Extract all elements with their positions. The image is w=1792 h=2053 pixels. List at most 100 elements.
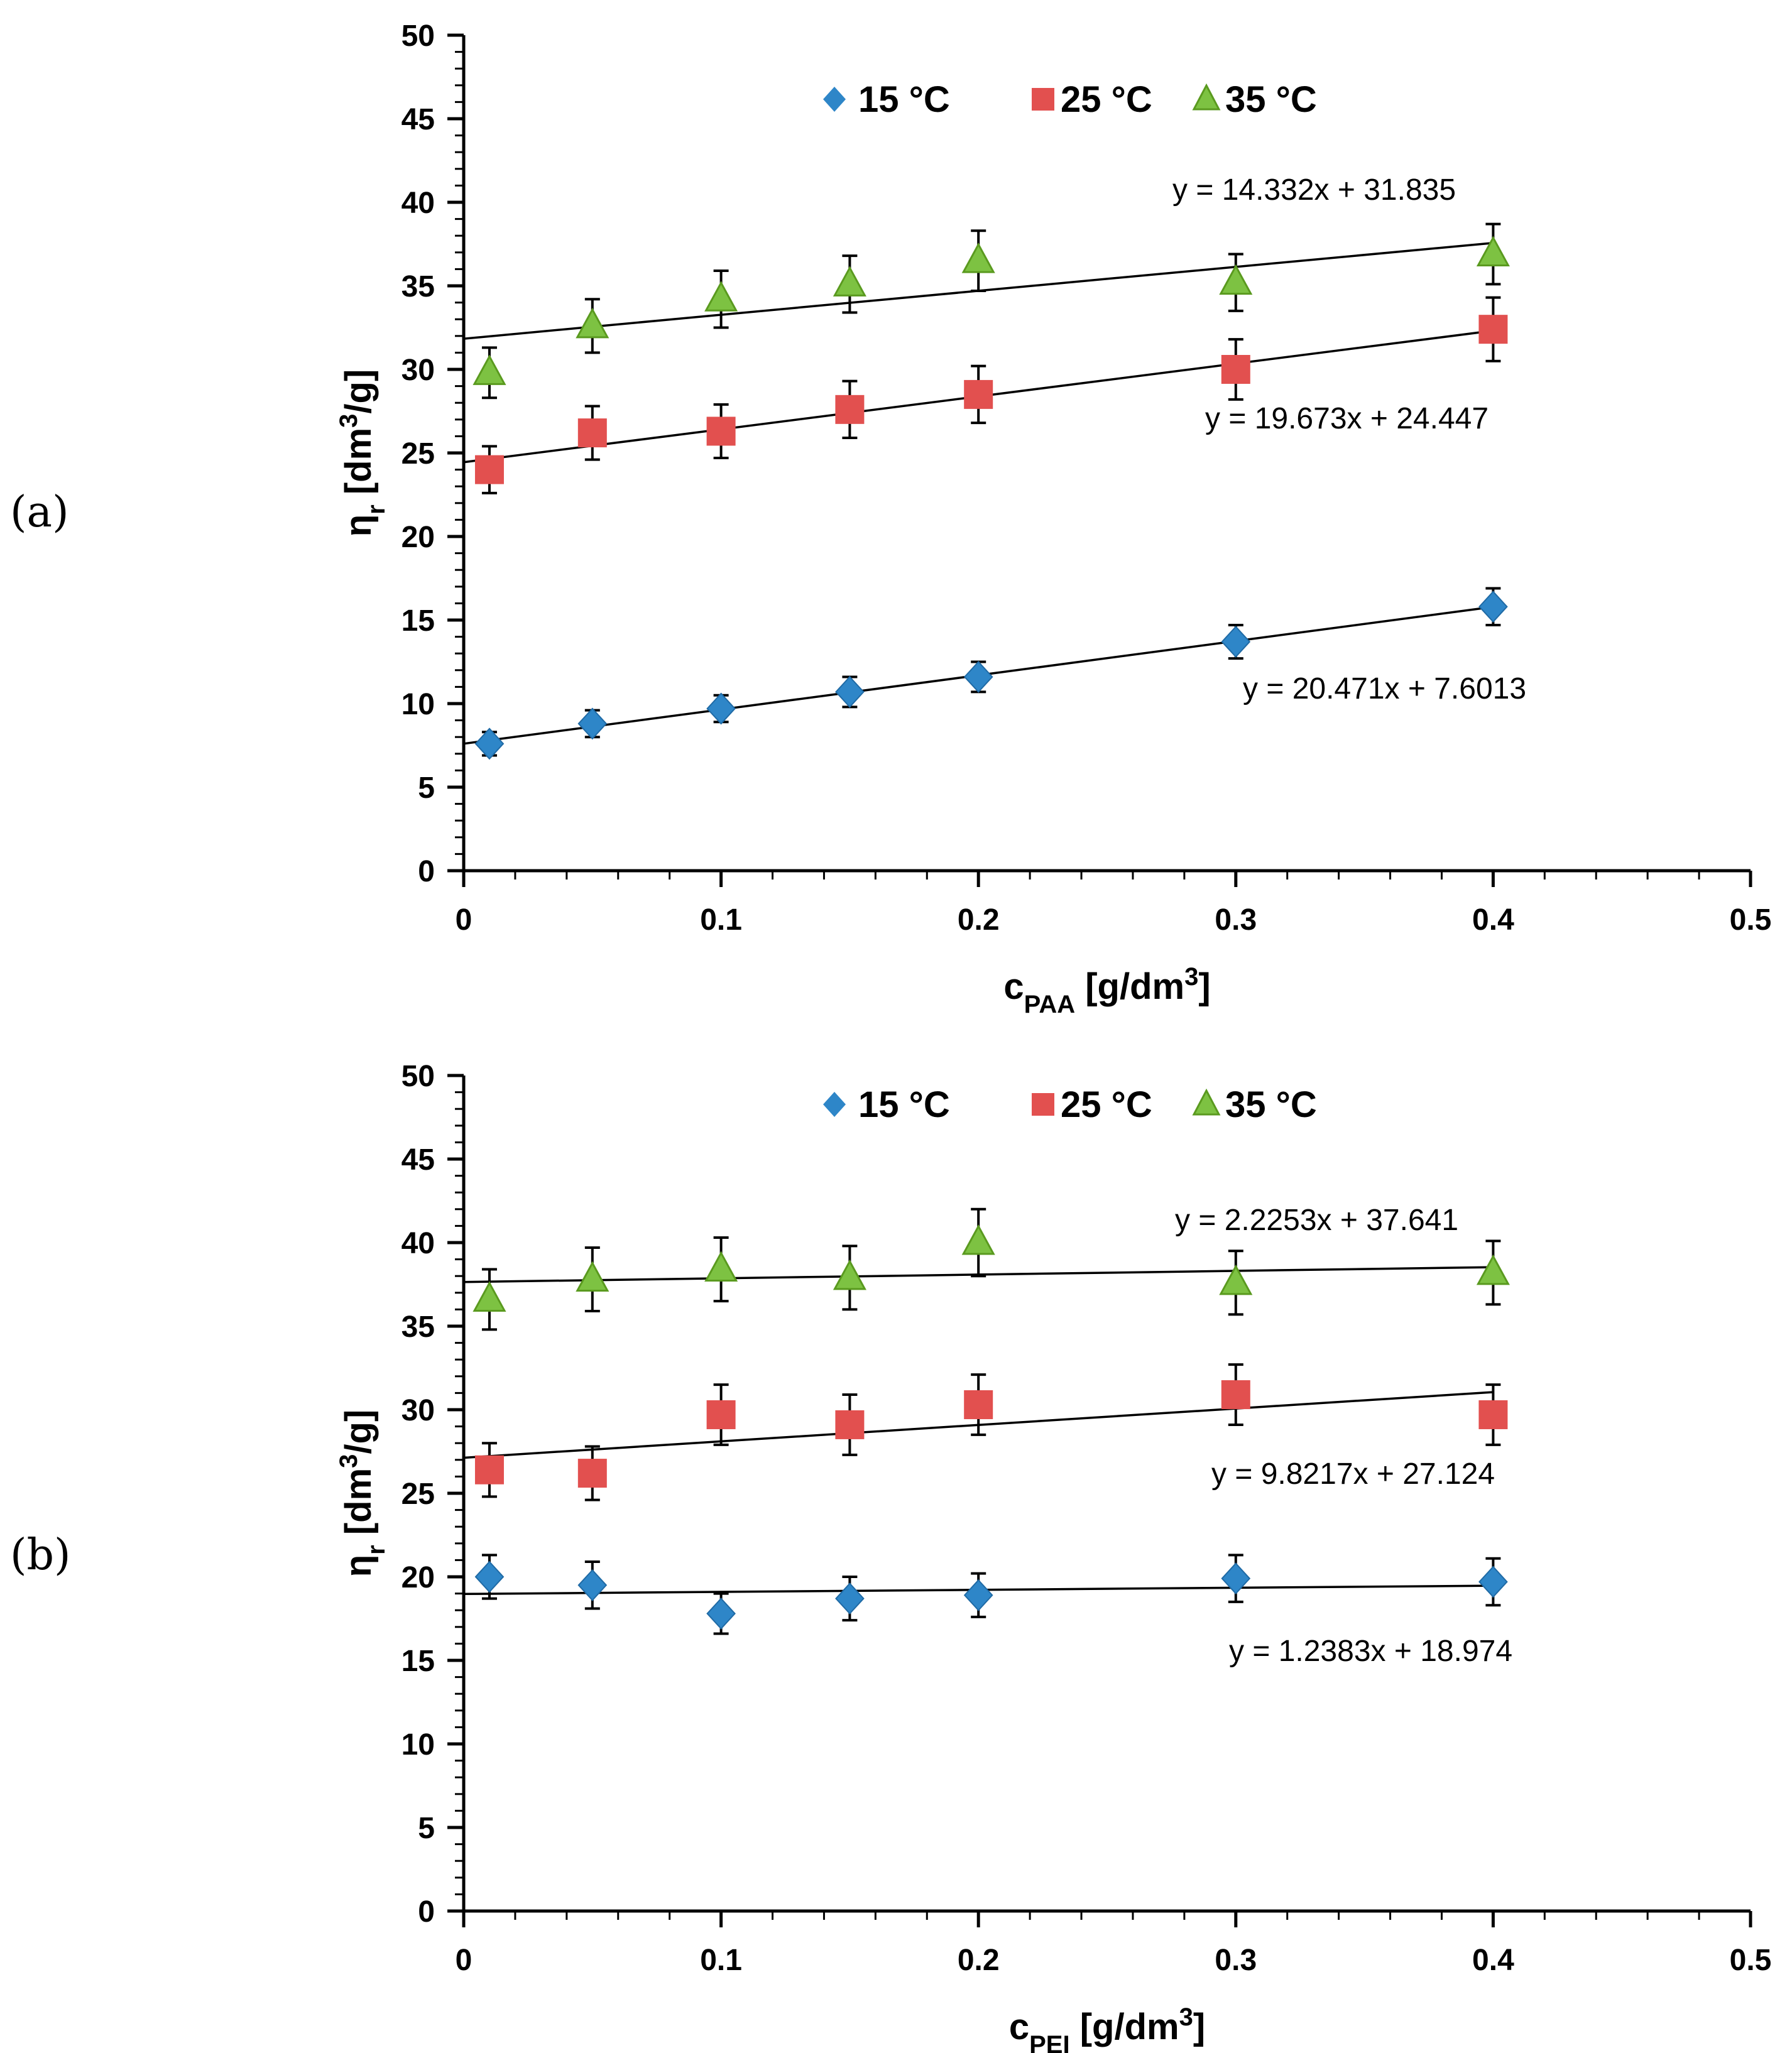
legend-marker <box>1032 1093 1054 1116</box>
y-axis-title-symbol: η <box>338 1555 379 1577</box>
trendline-equation: y = 2.2253x + 37.641 <box>1175 1204 1458 1237</box>
data-point <box>963 1579 993 1611</box>
data-point <box>474 455 504 484</box>
x-axis-title: cPAA [g/dm3] <box>1003 963 1210 1018</box>
x-axis-title-unit-end: ] <box>1193 2007 1205 2047</box>
y-axis-title-unit: [dm <box>338 428 379 504</box>
data-point <box>473 354 506 385</box>
trendline-equation: y = 20.471x + 7.6013 <box>1243 672 1526 705</box>
data-point <box>706 417 736 446</box>
y-axis-title-subscript: r <box>363 504 390 515</box>
data-point <box>1476 236 1510 266</box>
data-point <box>706 1598 736 1630</box>
data-point <box>833 1259 866 1290</box>
y-axis-title-symbol: η <box>338 515 379 536</box>
data-point <box>835 1410 865 1439</box>
data-point <box>577 707 608 740</box>
y-tick-label: 40 <box>402 187 435 220</box>
y-axis-title-unit-end: /g] <box>338 1410 379 1454</box>
y-tick-label: 50 <box>402 19 435 53</box>
y-tick-label: 10 <box>402 688 435 721</box>
data-point <box>706 692 736 725</box>
y-axis-title-unit-end: /g] <box>338 369 379 414</box>
y-tick-label: 25 <box>402 437 435 471</box>
data-point <box>1478 1400 1508 1429</box>
legend-label: 35 °C <box>1225 79 1317 120</box>
legend-label: 15 °C <box>858 79 950 120</box>
y-tick-label: 0 <box>418 1895 435 1929</box>
x-axis-title-symbol: c <box>1009 2007 1029 2047</box>
x-tick-label: 0.5 <box>1730 903 1772 937</box>
legend-marker <box>1192 1088 1221 1116</box>
y-tick-label: 15 <box>402 1645 435 1678</box>
x-axis-title-unit: [g/dm <box>1070 2007 1179 2047</box>
x-tick-label: 0.1 <box>700 1944 742 1977</box>
legend-marker <box>1032 88 1054 111</box>
y-tick-label: 45 <box>402 1143 435 1177</box>
x-tick-label: 0.4 <box>1472 903 1514 937</box>
data-point <box>577 1569 608 1601</box>
x-axis-title-unit: [g/dm <box>1075 966 1184 1007</box>
data-point <box>961 1224 995 1255</box>
x-axis-title-superscript: 3 <box>1179 2003 1193 2031</box>
data-point <box>1221 355 1250 384</box>
y-tick-label: 35 <box>402 270 435 303</box>
data-point <box>474 1455 504 1484</box>
data-point <box>833 266 866 297</box>
data-point <box>704 281 738 312</box>
y-tick-label: 15 <box>402 604 435 638</box>
data-point <box>577 418 607 448</box>
trendline-equation: y = 14.332x + 31.835 <box>1172 173 1456 207</box>
x-axis-title-symbol: c <box>1003 966 1024 1007</box>
x-axis-title: cPEI [g/dm3] <box>1009 2003 1205 2053</box>
y-tick-label: 5 <box>418 771 435 805</box>
data-point <box>835 395 865 424</box>
y-tick-label: 10 <box>402 1728 435 1762</box>
panel-label: (a) <box>10 487 69 537</box>
x-tick-label: 0.3 <box>1215 1944 1257 1977</box>
x-tick-label: 0.1 <box>700 903 742 937</box>
x-tick-label: 0.3 <box>1215 903 1257 937</box>
data-point <box>577 1459 607 1488</box>
legend-label: 15 °C <box>858 1084 950 1125</box>
chart-panel-b: (b) 0 5 10 15 20 25 30 35 40 45 50 0 0.1 0.2 0.3 0.4 0.5 η… <box>10 1060 1771 2053</box>
data-point <box>1478 1566 1508 1598</box>
data-point <box>961 242 995 273</box>
x-tick-label: 0 <box>456 1944 473 1977</box>
y-tick-label: 45 <box>402 103 435 136</box>
data-point <box>706 1400 736 1429</box>
x-tick-label: 0.2 <box>958 1944 1000 1977</box>
data-point <box>576 1261 609 1292</box>
chart-panel-a: (a) 0 5 10 15 20 25 30 35 40 45 50 0 0.1 0.2 0.3 0.4 0.5 η… <box>10 19 1771 1018</box>
data-point <box>835 1582 865 1615</box>
data-point <box>1478 591 1508 623</box>
data-point <box>1221 1380 1250 1410</box>
y-tick-label: 40 <box>402 1227 435 1260</box>
data-point <box>1221 1562 1251 1595</box>
data-point <box>1219 1264 1253 1295</box>
legend-label: 25 °C <box>1061 79 1152 120</box>
data-point <box>1219 264 1253 295</box>
y-tick-label: 20 <box>402 521 435 554</box>
trendline-equation: y = 19.673x + 24.447 <box>1205 402 1489 435</box>
data-point <box>474 727 505 760</box>
y-axis-title-superscript: 3 <box>335 1454 363 1468</box>
x-tick-label: 0.5 <box>1730 1944 1772 1977</box>
x-tick-label: 0.2 <box>958 903 1000 937</box>
x-axis-title-subscript: PAA <box>1024 991 1075 1018</box>
y-axis-title-subscript: r <box>363 1545 390 1555</box>
data-point <box>964 379 993 409</box>
data-point <box>473 1281 506 1312</box>
data-point <box>704 1251 738 1282</box>
data-point <box>576 307 609 339</box>
data-point <box>474 1560 505 1593</box>
x-axis-title-superscript: 3 <box>1184 963 1198 991</box>
legend-marker <box>1192 83 1221 111</box>
y-axis-title: ηr [dm3/g] <box>335 1410 390 1577</box>
legend-marker <box>823 87 846 112</box>
y-tick-label: 0 <box>418 855 435 888</box>
x-axis-title-subscript: PEI <box>1029 2031 1069 2053</box>
trendline-equation: y = 1.2383x + 18.974 <box>1229 1635 1512 1668</box>
y-tick-label: 5 <box>418 1812 435 1845</box>
